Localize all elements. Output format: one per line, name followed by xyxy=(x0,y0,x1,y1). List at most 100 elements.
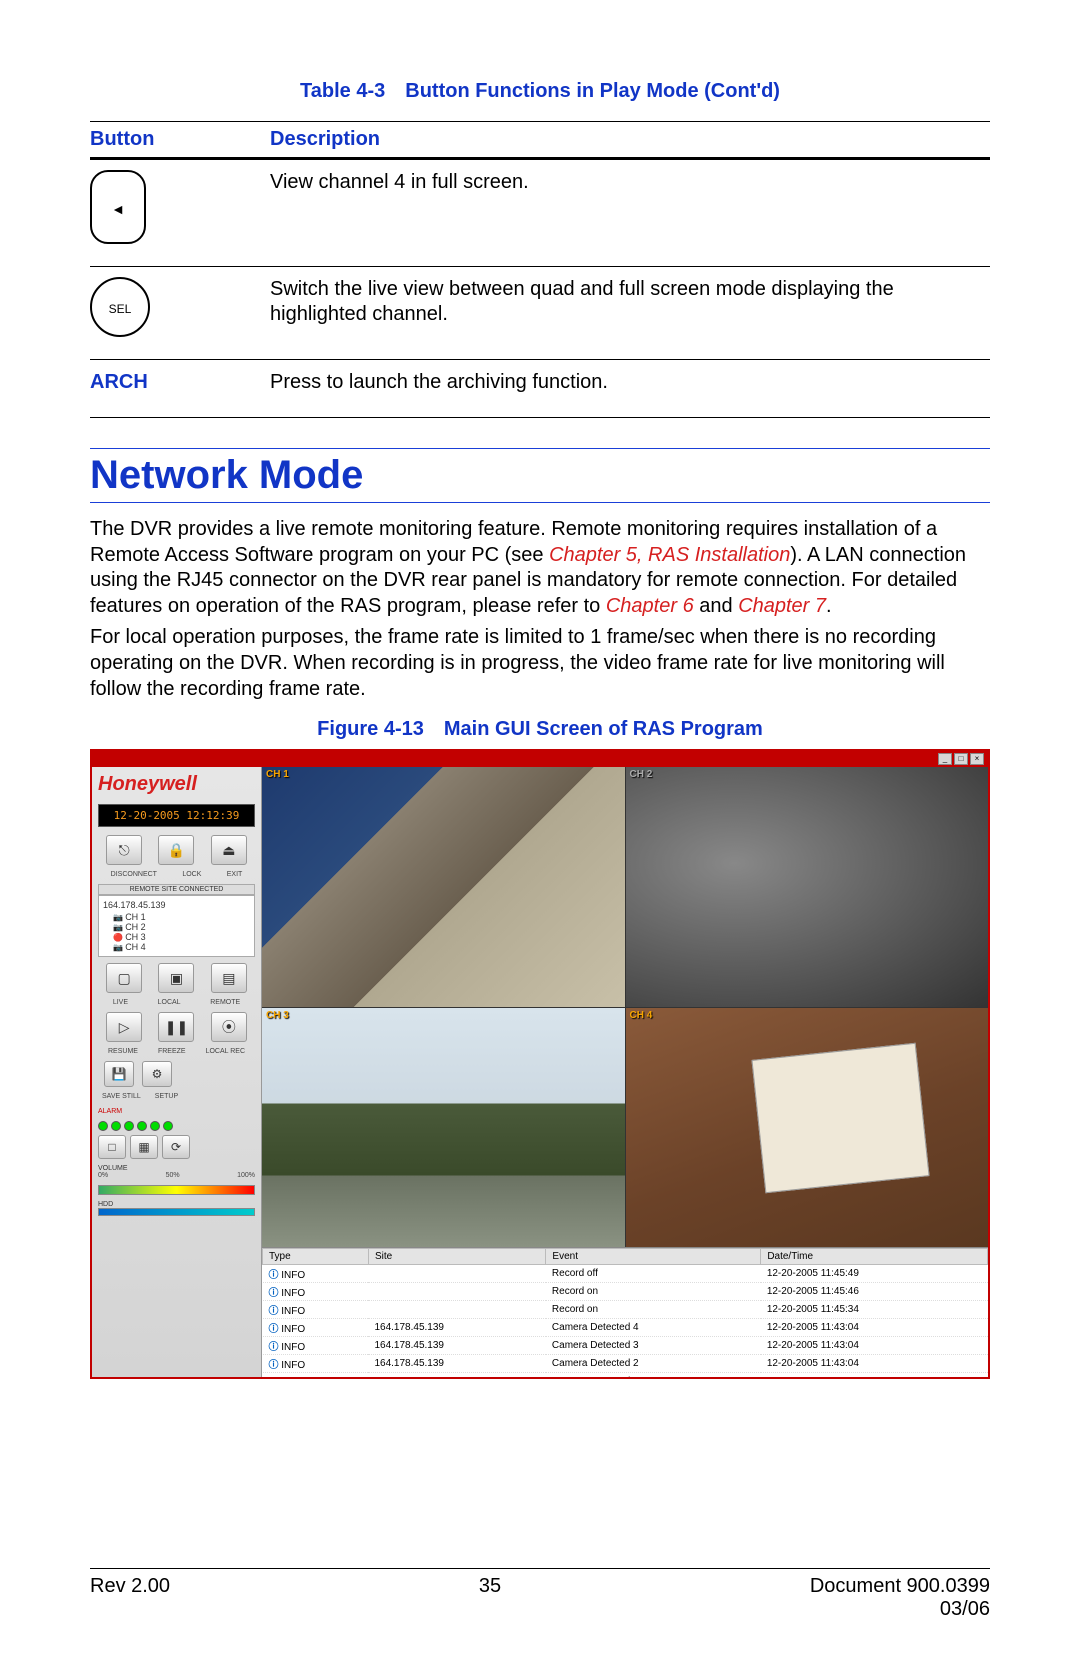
disconnect-button[interactable]: ⎋ xyxy=(106,835,142,865)
alarm-dot-icon xyxy=(137,1121,147,1131)
button-function-table: Button Description ◄ View channel 4 in f… xyxy=(90,121,990,418)
alarm-dot-icon xyxy=(111,1121,121,1131)
event-row[interactable]: ⓘ INFORecord on12-20-2005 11:45:34 xyxy=(263,1301,988,1319)
event-row[interactable]: ⓘ INFO164.178.45.139Camera Detected 212-… xyxy=(263,1355,988,1373)
local-button[interactable]: ▣ xyxy=(158,963,194,993)
lbl-lock: LOCK xyxy=(182,871,201,878)
savestill-button[interactable]: 💾 xyxy=(104,1061,134,1087)
ras-sidebar: Honeywell 12-20-2005 12:12:39 ⎋ 🔒 ⏏ DISC… xyxy=(92,767,262,1377)
alarm-dot-icon xyxy=(150,1121,160,1131)
col-description: Description xyxy=(270,122,990,159)
tree-ch4[interactable]: CH 4 xyxy=(103,942,250,952)
layout-single-button[interactable]: □ xyxy=(98,1135,126,1159)
evt-col-event[interactable]: Event xyxy=(546,1249,761,1265)
remote-button[interactable]: ▤ xyxy=(211,963,247,993)
event-row[interactable]: ⓘ INFORecord on12-20-2005 11:45:46 xyxy=(263,1283,988,1301)
evt-col-type[interactable]: Type xyxy=(263,1249,369,1265)
exit-button[interactable]: ⏏ xyxy=(211,835,247,865)
quad-view: CH 1 CH 2 CH 3 CH 4 xyxy=(262,767,988,1247)
info-icon: ⓘ xyxy=(269,1360,279,1371)
channel4-button-icon: ◄ xyxy=(90,170,146,244)
lbl-local: LOCAL xyxy=(158,999,181,1006)
lbl-resume: RESUME xyxy=(108,1048,138,1055)
window-titlebar: _ □ × xyxy=(92,751,988,767)
vol-0: 0% xyxy=(98,1172,108,1179)
close-icon[interactable]: × xyxy=(970,753,984,765)
section-rule-bottom xyxy=(90,502,990,503)
vol-50: 50% xyxy=(166,1172,180,1179)
volume-label: VOLUME xyxy=(98,1165,255,1172)
maximize-icon[interactable]: □ xyxy=(954,753,968,765)
localrec-button[interactable]: ⦿ xyxy=(211,1012,247,1042)
row-desc: View channel 4 in full screen. xyxy=(270,159,990,267)
footer-date: 03/06 xyxy=(940,1598,990,1620)
lbl-localrec: LOCAL REC xyxy=(206,1048,245,1055)
footer-page: 35 xyxy=(479,1575,501,1621)
paragraph-2: For local operation purposes, the frame … xyxy=(90,625,990,702)
info-icon: ⓘ xyxy=(269,1324,279,1335)
volume-slider[interactable] xyxy=(98,1185,255,1195)
alarm-indicators xyxy=(98,1121,255,1131)
cam4-tag: CH 4 xyxy=(630,1010,653,1021)
tree-ch1[interactable]: CH 1 xyxy=(103,912,250,922)
tree-ch3[interactable]: CH 3 xyxy=(103,932,250,942)
lock-button[interactable]: 🔒 xyxy=(158,835,194,865)
setup-button[interactable]: ⚙ xyxy=(142,1061,172,1087)
info-icon: ⓘ xyxy=(269,1270,279,1281)
ras-screenshot: _ □ × Honeywell 12-20-2005 12:12:39 ⎋ 🔒 … xyxy=(90,749,990,1379)
col-button: Button xyxy=(90,122,270,159)
evt-col-site[interactable]: Site xyxy=(368,1249,545,1265)
lbl-setup: SETUP xyxy=(155,1093,178,1100)
table-row: ARCH Press to launch the archiving funct… xyxy=(90,360,990,418)
cam3-tag: CH 3 xyxy=(266,1010,289,1021)
p1c: and xyxy=(694,595,738,617)
ras-main: CH 1 CH 2 CH 3 CH 4 Type Site Event Date… xyxy=(262,767,988,1377)
lbl-freeze: FREEZE xyxy=(158,1048,186,1055)
paragraph-1: The DVR provides a live remote monitorin… xyxy=(90,517,990,619)
camera-view-2[interactable]: CH 2 xyxy=(626,767,989,1007)
lbl-remote: REMOTE xyxy=(210,999,240,1006)
lbl-disconnect: DISCONNECT xyxy=(111,871,157,878)
minimize-icon[interactable]: _ xyxy=(938,753,952,765)
camera-view-4[interactable]: CH 4 xyxy=(626,1008,989,1248)
page-footer: Rev 2.00 35 Document 900.0399 03/06 xyxy=(90,1568,990,1621)
evt-col-dt[interactable]: Date/Time xyxy=(761,1249,988,1265)
info-icon: ⓘ xyxy=(269,1288,279,1299)
event-log: Type Site Event Date/Time ⓘ INFORecord o… xyxy=(262,1247,988,1377)
event-row[interactable]: ⓘ INFO164.178.45.139Camera Detected 412-… xyxy=(263,1319,988,1337)
live-button[interactable]: ▢ xyxy=(106,963,142,993)
tree-ch2[interactable]: CH 2 xyxy=(103,922,250,932)
ref-ch6: Chapter 6 xyxy=(606,595,694,617)
info-icon: ⓘ xyxy=(269,1342,279,1353)
freeze-button[interactable]: ❚❚ xyxy=(158,1012,194,1042)
lbl-exit: EXIT xyxy=(227,871,243,878)
table-row: SEL Switch the live view between quad an… xyxy=(90,267,990,360)
alarm-dot-icon xyxy=(124,1121,134,1131)
row-desc: Switch the live view between quad and fu… xyxy=(270,267,990,360)
cam1-tag: CH 1 xyxy=(266,769,289,780)
site-tree[interactable]: 164.178.45.139 CH 1 CH 2 CH 3 CH 4 xyxy=(98,895,255,957)
honeywell-logo: Honeywell xyxy=(98,773,255,796)
layout-seq-button[interactable]: ⟳ xyxy=(162,1135,190,1159)
camera-view-3[interactable]: CH 3 xyxy=(262,1008,625,1248)
figure-title: Figure 4-13 Main GUI Screen of RAS Progr… xyxy=(90,718,990,741)
sel-button-icon: SEL xyxy=(90,277,150,337)
event-row[interactable]: ⓘ INFORecord off12-20-2005 11:45:49 xyxy=(263,1265,988,1283)
hdd-meter xyxy=(98,1208,255,1216)
event-row[interactable]: ⓘ INFO164.178.45.139Camera Detected 312-… xyxy=(263,1337,988,1355)
event-row[interactable]: ⓘ INFO164.178.45.139Camera Detected 112-… xyxy=(263,1373,988,1378)
section-rule-top xyxy=(90,448,990,449)
layout-quad-button[interactable]: ▦ xyxy=(130,1135,158,1159)
resume-button[interactable]: ▷ xyxy=(106,1012,142,1042)
arch-label: ARCH xyxy=(90,371,148,393)
vol-100: 100% xyxy=(237,1172,255,1179)
footer-rev: Rev 2.00 xyxy=(90,1575,170,1621)
p1d: . xyxy=(826,595,832,617)
tree-ip[interactable]: 164.178.45.139 xyxy=(103,900,250,910)
alarm-label: ALARM xyxy=(98,1108,255,1115)
section-heading: Network Mode xyxy=(90,453,990,498)
row-desc: Press to launch the archiving function. xyxy=(270,360,990,418)
alarm-dot-icon xyxy=(163,1121,173,1131)
alarm-dot-icon xyxy=(98,1121,108,1131)
camera-view-1[interactable]: CH 1 xyxy=(262,767,625,1007)
